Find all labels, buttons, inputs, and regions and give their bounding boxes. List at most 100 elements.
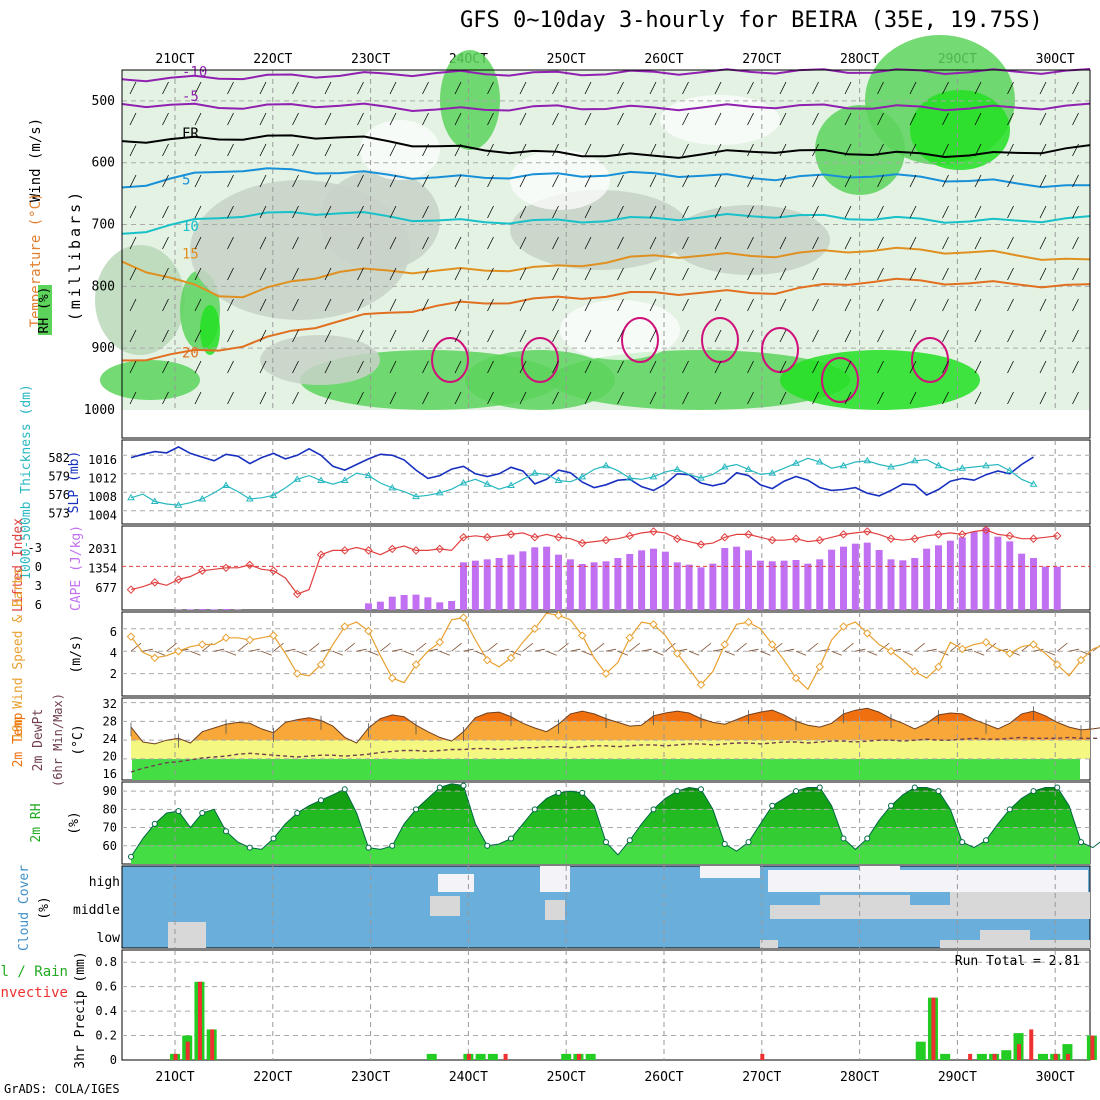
thickness-point bbox=[222, 481, 230, 488]
cloud-clear bbox=[540, 866, 570, 892]
wind-barb bbox=[162, 236, 169, 250]
wind-barb bbox=[142, 648, 153, 652]
wind-barb bbox=[617, 391, 624, 405]
wind-barb bbox=[1072, 329, 1079, 343]
wind-units-label: (m/s) bbox=[69, 634, 84, 673]
cape-bar bbox=[875, 550, 883, 610]
thickness-point bbox=[530, 469, 539, 476]
li-point bbox=[388, 544, 397, 554]
wind-barb bbox=[510, 650, 522, 656]
wind-barb bbox=[938, 650, 949, 656]
wind-barb bbox=[584, 143, 592, 157]
wind-barb bbox=[649, 329, 657, 343]
rh-point bbox=[175, 808, 182, 815]
wind-barb bbox=[389, 143, 397, 157]
rh-point bbox=[603, 839, 609, 846]
slp-tick: 1004 bbox=[88, 509, 117, 523]
panel-frame bbox=[121, 611, 1091, 697]
wind-barb bbox=[617, 329, 624, 343]
wind-barb bbox=[649, 143, 657, 157]
precip-conv-legend: Convective bbox=[0, 985, 68, 1001]
wind-barb bbox=[844, 112, 852, 126]
rh-point bbox=[365, 844, 372, 851]
wind-barb bbox=[1007, 391, 1014, 405]
wind-barb bbox=[1039, 360, 1047, 374]
wind-barb bbox=[130, 642, 142, 652]
cape-bar bbox=[222, 609, 230, 610]
temp-contour bbox=[121, 210, 1091, 235]
wind-speed-point bbox=[1029, 640, 1038, 649]
wind-barb bbox=[519, 81, 527, 95]
wind-barb bbox=[487, 174, 494, 188]
wind-barb bbox=[1007, 205, 1014, 219]
wind-speed-point bbox=[459, 613, 468, 622]
thickness-point bbox=[697, 474, 705, 481]
wind-barb bbox=[877, 205, 884, 219]
wind-barb bbox=[389, 236, 397, 250]
cape-bar bbox=[816, 559, 824, 610]
wind-barb bbox=[779, 236, 787, 250]
panel-frame bbox=[121, 949, 1091, 1061]
wind-barb bbox=[1039, 205, 1047, 219]
li-point bbox=[720, 533, 729, 542]
rh-point bbox=[698, 786, 704, 793]
thickness-tick: 576 bbox=[48, 488, 70, 502]
rh-point bbox=[626, 837, 633, 844]
wind-barb bbox=[682, 143, 689, 157]
x-tick-bottom: 30OCT bbox=[1036, 1070, 1075, 1085]
li-point bbox=[364, 546, 373, 555]
cloud-clear bbox=[768, 870, 1088, 892]
wind-barb bbox=[1007, 174, 1014, 188]
slp-tick: 1012 bbox=[88, 472, 117, 486]
wind-barb bbox=[292, 236, 299, 250]
wind-barb bbox=[582, 650, 593, 656]
wind-barb bbox=[649, 360, 657, 374]
wind-barb bbox=[617, 236, 624, 250]
wind-barb bbox=[942, 329, 949, 343]
cape-bar bbox=[365, 603, 372, 610]
cape-bar bbox=[507, 554, 515, 610]
warm-contour bbox=[761, 327, 799, 373]
thickness-point bbox=[554, 476, 563, 484]
y-tick: 500 bbox=[92, 94, 115, 109]
rh-clear bbox=[510, 150, 610, 210]
wind-barb bbox=[779, 267, 787, 281]
temp-tick: 20 bbox=[103, 750, 117, 764]
wind-barb bbox=[760, 650, 771, 656]
thickness-point bbox=[649, 472, 658, 480]
wind-barb bbox=[942, 174, 949, 188]
thickness-point bbox=[364, 471, 373, 479]
precip-total-bar bbox=[585, 1053, 596, 1060]
wind-barb bbox=[487, 143, 494, 157]
thickness-point bbox=[673, 465, 682, 472]
precip-conv-bar bbox=[503, 1053, 508, 1060]
x-tick-top: 21OCT bbox=[155, 52, 194, 67]
wind-barb bbox=[909, 174, 917, 188]
wind-barb bbox=[162, 174, 169, 188]
cape-bar bbox=[566, 559, 574, 610]
wind-barb bbox=[389, 360, 397, 374]
thickness-point bbox=[839, 461, 848, 469]
rh-point bbox=[270, 835, 277, 842]
wind-barb bbox=[584, 391, 592, 405]
cape-bar bbox=[828, 549, 836, 610]
cape-bar bbox=[1053, 566, 1061, 610]
wind-barb bbox=[779, 174, 787, 188]
li-point bbox=[435, 544, 444, 554]
wind-barb bbox=[974, 236, 982, 250]
wind-axis-label: Wind (m/s) bbox=[28, 118, 44, 202]
wind-barb bbox=[909, 205, 917, 219]
cape-bar bbox=[697, 567, 705, 610]
wind-barb bbox=[812, 236, 819, 250]
wind-barb bbox=[546, 650, 557, 656]
wind-barb bbox=[974, 391, 982, 405]
rh-point bbox=[341, 786, 348, 793]
wind-barb bbox=[487, 267, 494, 281]
precip-total-bar bbox=[1001, 1050, 1012, 1060]
li-point bbox=[506, 530, 516, 539]
wind-barb bbox=[714, 360, 722, 374]
precip-total-legend: Total / Rain bbox=[0, 964, 68, 980]
wind-barb bbox=[747, 298, 754, 312]
cloud-clear bbox=[438, 874, 474, 892]
wind-barb bbox=[194, 112, 202, 126]
